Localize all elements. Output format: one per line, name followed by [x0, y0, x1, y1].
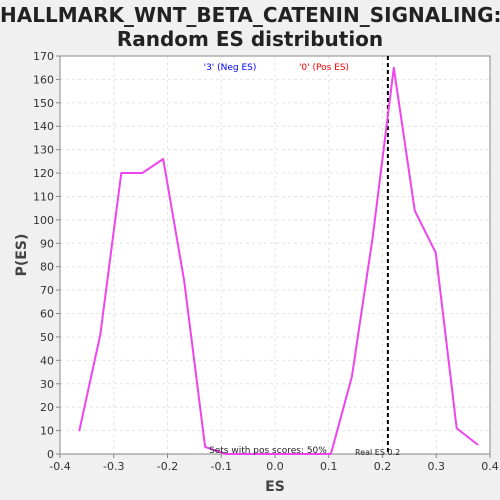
legend-entry: '3' (Neg ES)	[204, 63, 257, 73]
data-point	[413, 209, 416, 212]
y-tick-label: 70	[40, 284, 54, 297]
data-point	[309, 453, 311, 455]
data-point	[204, 446, 206, 448]
y-tick-label: 60	[40, 308, 54, 321]
y-tick-label: 170	[33, 50, 54, 63]
x-tick-label: -0.2	[157, 460, 178, 473]
x-tick-label: 0.2	[374, 460, 392, 473]
y-tick-label: 150	[33, 97, 54, 110]
data-point	[99, 333, 102, 336]
y-tick-label: 90	[40, 237, 54, 250]
x-tick-label: 0.0	[266, 460, 284, 473]
chart-title: HALLMARK_WNT_BETA_CATENIN_SIGNALING:	[0, 3, 500, 27]
data-point	[246, 453, 248, 455]
data-point	[120, 172, 123, 174]
data-point	[372, 235, 374, 238]
sets-pos-annotation: Sets with pos scores: 50%	[209, 446, 327, 456]
data-point	[162, 158, 164, 160]
y-tick-label: 80	[40, 261, 54, 274]
y-tick-label: 110	[33, 190, 54, 203]
data-point	[78, 429, 81, 432]
data-point	[434, 251, 437, 254]
x-axis-label: ES	[265, 479, 285, 495]
real-es-annotation: Real ES 0.2	[355, 448, 400, 457]
data-point	[288, 453, 290, 455]
chart-subtitle: Random ES distribution	[116, 27, 384, 51]
x-tick-label: -0.1	[211, 460, 232, 473]
y-tick-label: 130	[33, 144, 54, 157]
data-point	[392, 66, 395, 69]
y-tick-label: 160	[33, 73, 54, 86]
y-tick-label: 30	[40, 378, 54, 391]
data-point	[351, 375, 353, 378]
data-point	[476, 443, 479, 446]
data-point	[455, 427, 458, 430]
data-point	[330, 453, 332, 455]
y-tick-label: 120	[33, 167, 54, 180]
y-tick-label: 20	[40, 401, 54, 414]
x-tick-label: 0.4	[481, 460, 499, 473]
y-tick-label: 40	[40, 354, 54, 367]
y-tick-label: 10	[40, 425, 54, 438]
x-tick-label: 0.1	[320, 460, 338, 473]
es-distribution-line	[78, 66, 479, 455]
data-point	[267, 453, 269, 455]
data-point	[141, 172, 144, 174]
x-tick-label: -0.3	[103, 460, 124, 473]
x-tick-label: 0.3	[428, 460, 446, 473]
x-tick-label: -0.4	[49, 460, 70, 473]
data-point	[225, 453, 227, 455]
y-tick-label: 140	[33, 120, 54, 133]
y-axis-label: P(ES)	[14, 234, 30, 277]
data-point	[183, 279, 185, 282]
y-tick-label: 100	[33, 214, 54, 227]
y-tick-label: 0	[47, 448, 54, 461]
y-tick-label: 50	[40, 331, 54, 344]
legend-entry: '0' (Pos ES)	[299, 63, 349, 73]
